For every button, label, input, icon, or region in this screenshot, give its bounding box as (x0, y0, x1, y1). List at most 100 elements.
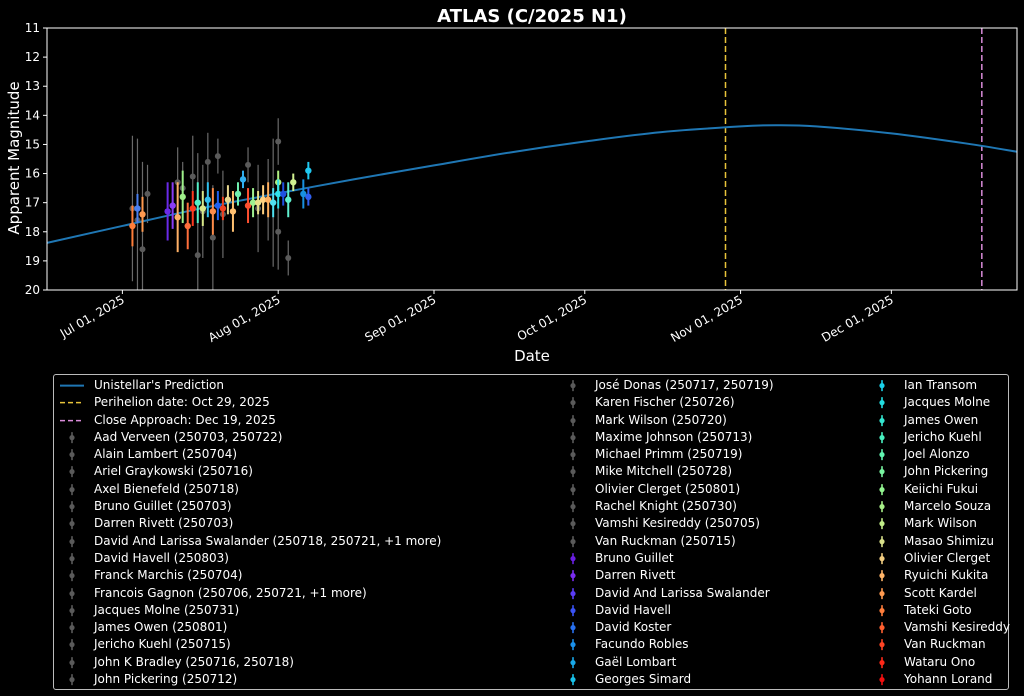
legend-marker (570, 397, 576, 409)
legend-point-swatch (570, 590, 576, 596)
legend-point-swatch (570, 417, 576, 423)
legend-point-swatch (879, 677, 885, 683)
legend-marker (69, 501, 75, 513)
legend-marker (69, 656, 75, 668)
legend-label: Tateki Goto (904, 602, 972, 617)
chart-title: ATLAS (C/2025 N1) (437, 6, 627, 27)
colored-data-point (305, 193, 312, 201)
legend-marker (570, 449, 576, 461)
legend-point-swatch (570, 659, 576, 665)
legend-label: Ariel Graykowski (250716) (94, 464, 253, 479)
colored-data-point (239, 176, 247, 183)
legend-marker (570, 535, 576, 547)
legend-point-swatch (879, 452, 885, 458)
colored-data-point (300, 190, 307, 198)
legend-marker (69, 466, 75, 478)
chart-legend: Unistellar's Prediction Perihelion date: … (53, 374, 1010, 690)
legend-marker (879, 397, 885, 409)
legend-label: Masao Shimizu (904, 533, 994, 548)
x-tick-label: Sep 01, 2025 (362, 292, 438, 344)
legend-label: Axel Bienefeld (250718) (94, 481, 239, 496)
colored-data-point (224, 196, 232, 203)
legend-label: Maxime Johnson (250713) (595, 429, 753, 444)
legend-marker (879, 587, 885, 599)
gray-data-point (204, 158, 211, 165)
legend-marker (60, 419, 84, 421)
legend-label: David And Larissa Swalander (250718, 250… (94, 533, 442, 548)
legend-marker (570, 587, 576, 599)
legend-marker (69, 570, 75, 582)
legend-point-swatch (570, 400, 576, 406)
legend-label: Ian Transom (904, 378, 978, 392)
legend-marker (879, 380, 885, 392)
legend-point-swatch (570, 625, 576, 631)
legend-point-swatch (570, 434, 576, 441)
y-tick-label: 18 (25, 225, 40, 239)
legend-label: Yohann Lorand (904, 672, 993, 687)
legend-label: Mark Wilson (250720) (595, 412, 727, 427)
colored-data-point (254, 199, 262, 206)
legend-point-swatch (879, 607, 885, 614)
gray-data-point (194, 252, 201, 259)
legend-point-swatch (69, 659, 75, 665)
legend-label: Van Ruckman (904, 637, 986, 652)
colored-data-point (184, 222, 191, 230)
legend-point-swatch (69, 486, 75, 493)
legend-point-swatch (69, 469, 75, 475)
gray-data-point (209, 234, 216, 241)
legend-point-swatch (879, 504, 885, 510)
legend-marker (570, 501, 576, 513)
legend-marker (570, 605, 576, 617)
colored-data-point (229, 208, 237, 215)
gray-data-point (189, 173, 196, 180)
plot-frame (46, 27, 1018, 291)
y-tick-label: 20 (25, 283, 40, 297)
y-tick-label: 14 (25, 108, 40, 122)
legend-point-swatch (879, 556, 885, 562)
legend-label: Perihelion date: Oct 29, 2025 (94, 395, 270, 410)
colored-data-point (209, 208, 217, 215)
magnitude-chart: ATLAS (C/2025 N1) Apparent Magnitude Dat… (5, 6, 1018, 365)
gray-data-point (275, 228, 282, 235)
colored-data-point (305, 167, 312, 174)
legend-point-swatch (879, 573, 885, 579)
legend-label: John Pickering (904, 464, 989, 479)
legend-label: Darren Rivett (595, 568, 676, 583)
legend-marker (879, 414, 885, 426)
colored-data-point (219, 205, 227, 212)
colored-data-point (259, 196, 267, 203)
colored-data-point (244, 202, 252, 209)
y-tick-label: 13 (25, 79, 40, 93)
legend-point-swatch (879, 417, 885, 423)
legend-marker (879, 605, 885, 617)
legend-label: Bruno Guillet (250703) (94, 499, 232, 514)
legend-label: James Owen (250801) (94, 620, 228, 635)
legend-point-swatch (570, 469, 576, 475)
legend-point-swatch (69, 538, 75, 544)
legend-marker (69, 605, 75, 617)
legend-point-swatch (879, 521, 885, 527)
legend-marker (69, 432, 75, 444)
legend-point-swatch (570, 573, 576, 579)
legend-point-swatch (879, 538, 885, 544)
legend-marker (570, 622, 576, 634)
legend-label: Jacques Molne (904, 395, 991, 410)
legend-label: Wataru Ono (904, 654, 976, 669)
legend-marker (879, 501, 885, 513)
colored-data-point (285, 196, 292, 203)
colored-data-point (129, 222, 136, 230)
legend-marker (879, 483, 885, 495)
legend-marker (60, 402, 84, 404)
gray-data-point (139, 246, 146, 253)
legend-label: Jericho Kuehl (250715) (94, 637, 231, 652)
colored-data-point (174, 214, 181, 221)
legend-marker (879, 622, 885, 634)
x-tick-label: Jul 01, 2025 (57, 292, 127, 340)
colored-data-point (204, 196, 212, 203)
legend-point-swatch (570, 504, 576, 510)
colored-data-point (290, 179, 297, 186)
x-tick-label: Nov 01, 2025 (668, 292, 745, 344)
legend-marker (570, 414, 576, 426)
colored-data-point (214, 202, 222, 209)
y-tick-label: 11 (25, 21, 40, 35)
